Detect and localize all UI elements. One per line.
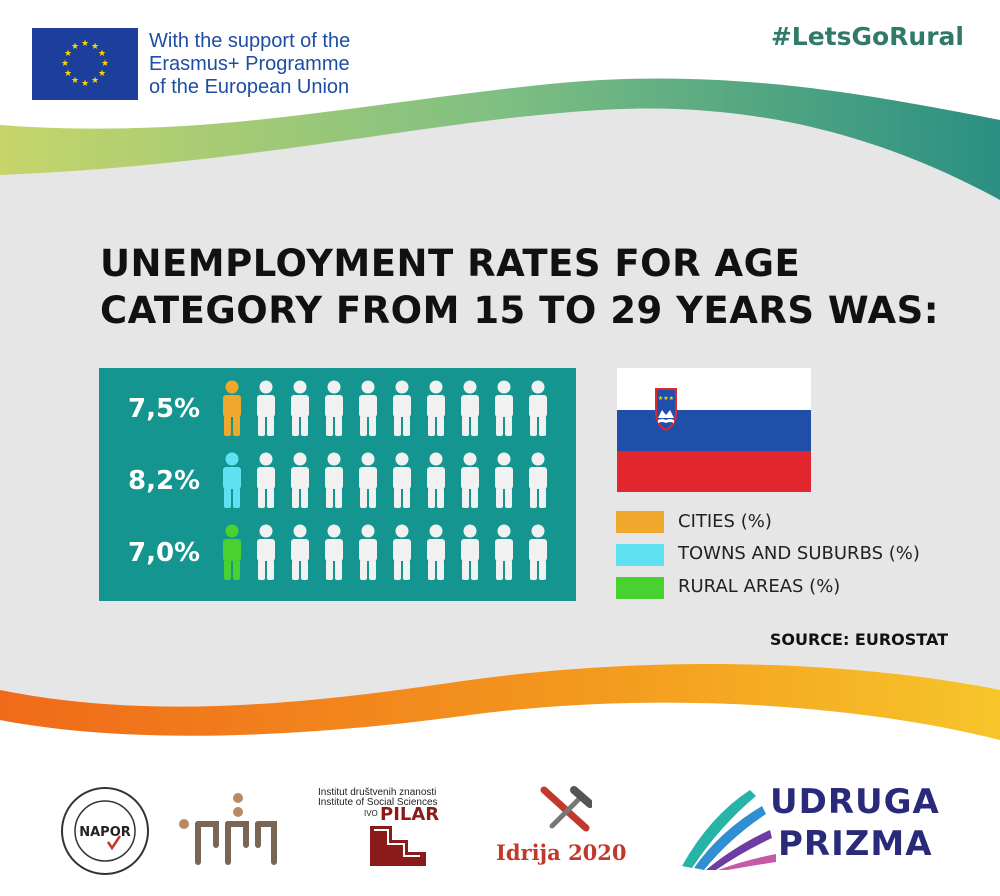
ivo-pilar-logo: Institut društvenih znanosti Institute o… <box>318 788 448 868</box>
person-icon <box>359 452 377 508</box>
legend-label-rural: RURAL AREAS (%) <box>678 576 841 597</box>
person-icon <box>529 524 547 580</box>
svg-text:★: ★ <box>98 49 106 59</box>
highlighted-person-icon <box>223 452 241 508</box>
title-line: UNEMPLOYMENT RATES FOR AGE <box>100 242 801 285</box>
hammer-pencil-icon <box>540 786 592 832</box>
svg-text:★: ★ <box>91 76 99 86</box>
person-icon <box>529 452 547 508</box>
svg-text:★: ★ <box>81 79 89 89</box>
title-line: CATEGORY FROM 15 TO 29 YEARS WAS: <box>100 289 940 332</box>
row-value-label: 7,0% <box>128 538 201 568</box>
eu-support-line: of the European Union <box>149 76 350 98</box>
slovenia-flag: ★★★ <box>617 368 811 492</box>
udruga-prizma-logo: UDRUGA PRIZMA <box>680 782 939 872</box>
person-icon <box>427 452 445 508</box>
ivo-pilar-ivo: IVO <box>364 809 378 818</box>
row-value-label: 8,2% <box>128 466 201 496</box>
person-icon <box>393 524 411 580</box>
idrija-2020-text: Idrija 2020 <box>496 840 627 865</box>
person-icon <box>257 524 275 580</box>
braille-organization-logo <box>179 793 277 865</box>
eu-support-text: With the support of the Erasmus+ Program… <box>149 30 350 99</box>
person-icon <box>325 524 343 580</box>
svg-text:★: ★ <box>98 69 106 79</box>
person-icon <box>291 380 309 436</box>
idrija-2020-logo: Idrija 2020 <box>496 786 636 870</box>
svg-text:★★★: ★★★ <box>658 395 674 402</box>
napor-logo: NAPOR <box>61 787 149 875</box>
person-icon <box>461 452 479 508</box>
person-icon <box>325 380 343 436</box>
svg-text:★: ★ <box>101 59 109 69</box>
napor-logo-text: NAPOR <box>79 825 131 840</box>
eu-support-line: With the support of the <box>149 30 351 52</box>
person-icon <box>325 452 343 508</box>
person-icon <box>359 524 377 580</box>
eu-flag-logo: ★ ★ ★ ★ ★ ★ ★ ★ ★ ★ ★ ★ <box>32 28 138 100</box>
legend-swatch-rural <box>616 577 664 599</box>
person-icon <box>461 524 479 580</box>
udruga-text: UDRUGA <box>770 782 940 822</box>
hashtag: #LetsGoRural <box>770 22 964 51</box>
row-value-label: 7,5% <box>128 394 201 424</box>
person-icon <box>495 452 513 508</box>
ivo-pilar-line-2: Institute of Social Sciences <box>318 797 438 808</box>
ivo-pilar-steps-icon <box>370 826 426 866</box>
svg-text:★: ★ <box>71 42 79 52</box>
person-icon <box>529 380 547 436</box>
person-icon <box>359 380 377 436</box>
svg-text:★: ★ <box>91 42 99 52</box>
person-icon <box>257 452 275 508</box>
legend-swatch-towns <box>616 544 664 566</box>
highlighted-person-icon <box>223 380 241 436</box>
ivo-pilar-name: PILAR <box>380 804 440 825</box>
svg-text:★: ★ <box>64 69 72 79</box>
slovenia-coat-of-arms-icon: ★★★ <box>655 388 677 431</box>
person-icon <box>393 452 411 508</box>
person-icon <box>291 524 309 580</box>
person-icon <box>495 524 513 580</box>
page-title: UNEMPLOYMENT RATES FOR AGE CATEGORY FROM… <box>100 240 960 334</box>
person-icon <box>427 524 445 580</box>
highlighted-person-icon <box>223 524 241 580</box>
prizma-text: PRIZMA <box>778 824 933 864</box>
person-icon <box>257 380 275 436</box>
svg-text:★: ★ <box>71 76 79 86</box>
person-icon <box>427 380 445 436</box>
ivo-pilar-line-1: Institut društvenih znanosti <box>318 787 437 798</box>
svg-text:★: ★ <box>61 59 69 69</box>
prism-rays-icon <box>682 790 776 870</box>
eu-stars-icon: ★ ★★ ★★★ ★★★ ★★★ <box>61 39 109 89</box>
legend-label-cities: CITIES (%) <box>678 511 772 532</box>
person-icon <box>495 380 513 436</box>
svg-text:★: ★ <box>64 49 72 59</box>
eu-support-line: Erasmus+ Programme <box>149 53 350 75</box>
person-icon <box>291 452 309 508</box>
person-icon <box>393 380 411 436</box>
svg-text:★: ★ <box>81 39 89 49</box>
source-note: SOURCE: EUROSTAT <box>769 630 948 649</box>
legend-label-towns: TOWNS AND SUBURBS (%) <box>678 543 920 564</box>
legend-swatch-cities <box>616 511 664 533</box>
person-icon <box>461 380 479 436</box>
